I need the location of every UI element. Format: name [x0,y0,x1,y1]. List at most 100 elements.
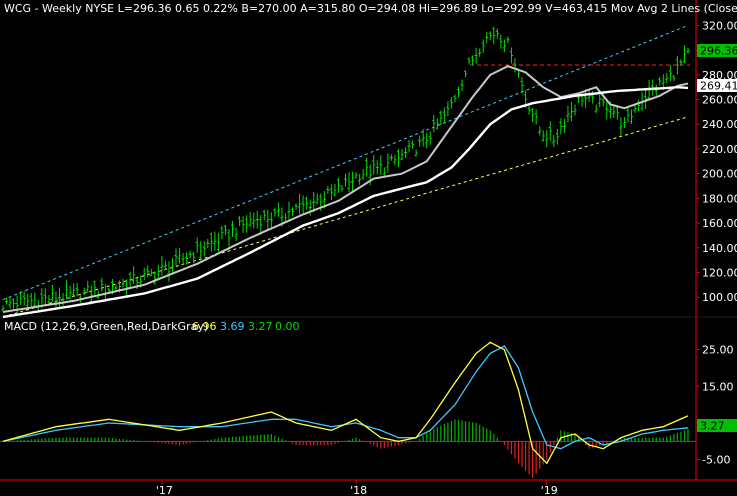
price-bar [146,265,150,278]
price-bar [534,109,538,125]
price-bar [230,220,235,237]
price-bar [446,101,450,116]
price-bar [463,70,468,78]
price-bar [626,107,630,123]
price-bar [160,255,164,276]
price-bar [185,252,189,265]
ma-fast-line [2,65,689,313]
price-bar [89,285,93,305]
price-bar [149,268,153,277]
price-tick-label: 280.00 [702,69,737,82]
price-bar [50,284,55,302]
price-bar [410,140,415,149]
price-bar [57,287,62,308]
hist-value: 3.27 [248,320,273,333]
price-bar [569,101,574,122]
price-bar [220,225,224,240]
price-bar [170,258,175,274]
price-bar [206,238,210,249]
price-bar [668,65,672,82]
price-bar [153,271,157,285]
price-bar [177,248,182,264]
price-bar [227,229,231,247]
price-bar [686,47,690,55]
price-bar [658,76,662,86]
price-bar [223,225,228,236]
price-tick-label: 220.00 [702,143,737,156]
price-bar [361,168,365,181]
price-bar [1,305,5,312]
price-bar [432,114,436,133]
price-bar [428,131,432,146]
price-bar [552,134,556,148]
price-bar [654,84,658,97]
price-bar [488,31,492,41]
price-bar [502,39,506,53]
price-bar [248,211,252,227]
price-bar [33,292,37,308]
price-bar [259,215,263,235]
price-bar [163,260,168,270]
price-bar [573,104,577,116]
price-bar [156,264,160,278]
price-bar [100,277,104,292]
price-bar [252,212,256,229]
price-bar [181,253,185,265]
price-bar [601,98,605,107]
price-bar [605,100,609,120]
price-bar [86,280,90,293]
price-bar [329,184,333,201]
price-bar [72,283,76,298]
price-bar [354,172,358,179]
price-bar [174,248,178,266]
price-bar [379,155,383,176]
price-bar [269,212,273,229]
price-bar [407,139,411,153]
price-bar [234,227,238,242]
price-bar [64,279,69,300]
price-bar [326,185,330,194]
price-bar [297,193,302,215]
price-tick-label: 100.00 [702,291,737,304]
moving-averages [2,65,689,319]
price-bar [43,288,47,307]
price-bar [343,173,348,187]
price-bar [509,47,514,64]
price-bar [216,232,220,252]
price-bar [506,36,510,44]
price-bar [559,118,563,135]
price-bar [449,97,454,109]
price-bar [336,177,341,193]
price-bar [520,77,524,94]
price-bar [562,118,567,133]
price-bar [294,203,298,210]
price-bar [209,232,213,252]
time-tick-label: '17 [156,484,173,496]
price-bar [375,160,379,175]
price-bar [8,297,12,309]
price-bar [538,126,542,136]
price-bar [644,88,648,110]
price-bar [513,58,517,73]
price-bar [365,157,369,177]
price-bar [471,55,475,66]
time-tick-label: '19 [541,484,558,496]
price-bar [202,240,206,257]
price-bar [492,26,496,45]
price-bar [245,215,249,233]
price-bar [358,173,362,185]
macd-value: 6.96 [192,320,217,333]
price-bar [682,45,687,64]
price-bar [372,155,376,175]
price-bar [545,130,549,148]
price-bar [665,73,669,84]
price-tick-label: 120.00 [702,266,737,279]
price-bar [262,210,266,221]
macd-tick-label: 25.00 [702,344,734,357]
price-bar [460,79,464,92]
chart-header: WCG - Weekly NYSE L=296.36 0.65 0.22% B=… [4,2,737,15]
price-bar [386,153,390,173]
price-bar [615,105,619,120]
price-bar [82,287,86,295]
price-bar [11,298,16,310]
